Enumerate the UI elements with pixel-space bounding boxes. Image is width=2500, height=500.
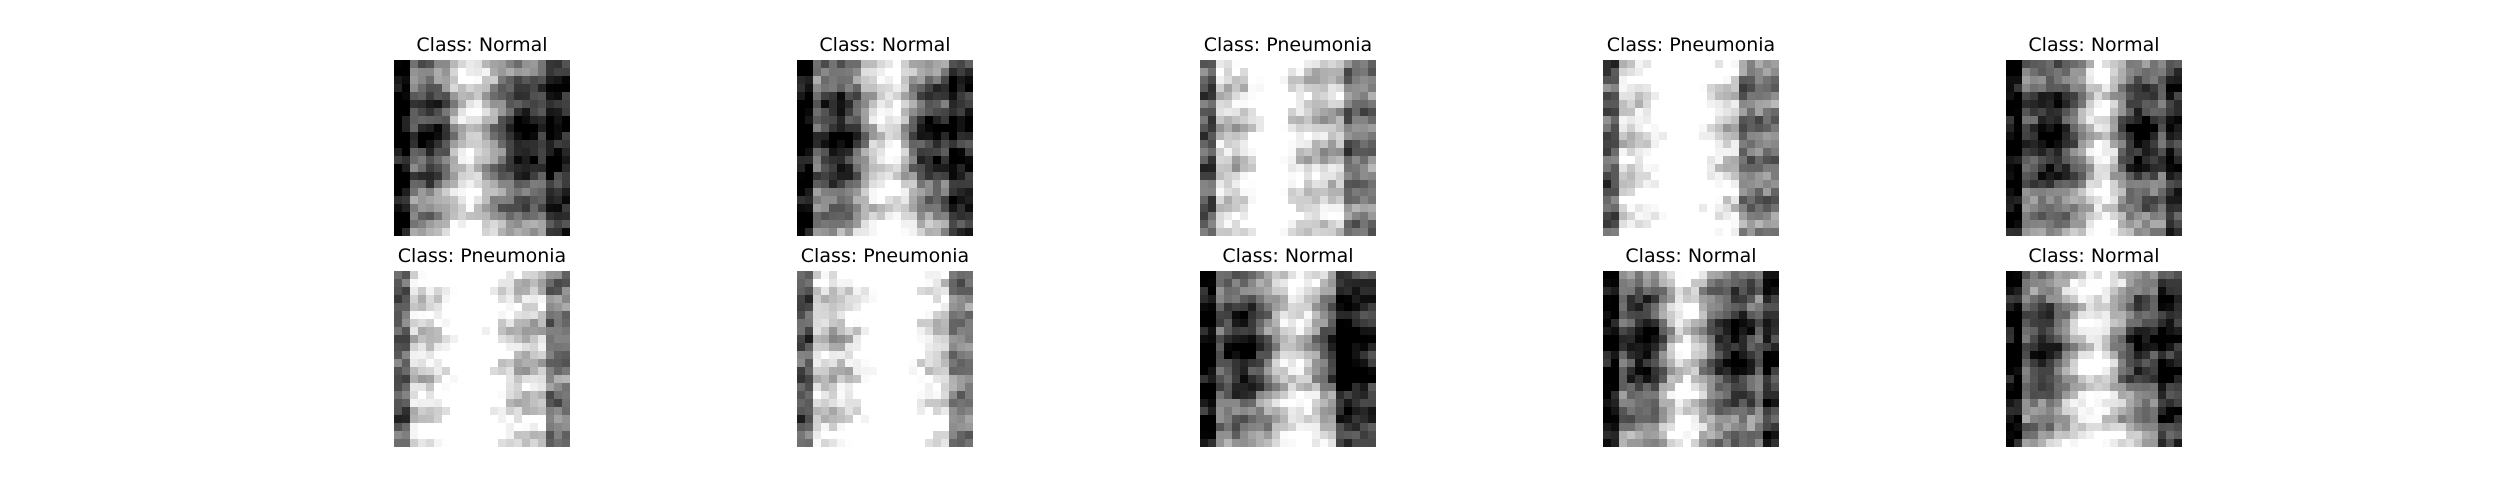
panel-title: Class: Normal xyxy=(1222,245,1354,267)
panel-title: Class: Pneumonia xyxy=(1203,34,1373,56)
xray-image xyxy=(394,60,570,236)
xray-image xyxy=(797,271,973,447)
panel-title: Class: Normal xyxy=(1625,245,1757,267)
xray-image xyxy=(1200,60,1376,236)
panel-title: Class: Pneumonia xyxy=(1606,34,1776,56)
xray-image xyxy=(797,60,973,236)
xray-image xyxy=(394,271,570,447)
xray-image xyxy=(1603,271,1779,447)
xray-image xyxy=(1603,60,1779,236)
panel-title: Class: Normal xyxy=(819,34,951,56)
xray-image xyxy=(1200,271,1376,447)
panel-title: Class: Normal xyxy=(416,34,548,56)
xray-image xyxy=(2006,60,2182,236)
panel-title: Class: Pneumonia xyxy=(800,245,970,267)
xray-image xyxy=(2006,271,2182,447)
panel-title: Class: Normal xyxy=(2028,245,2160,267)
panel-title: Class: Normal xyxy=(2028,34,2160,56)
panel-title: Class: Pneumonia xyxy=(397,245,567,267)
